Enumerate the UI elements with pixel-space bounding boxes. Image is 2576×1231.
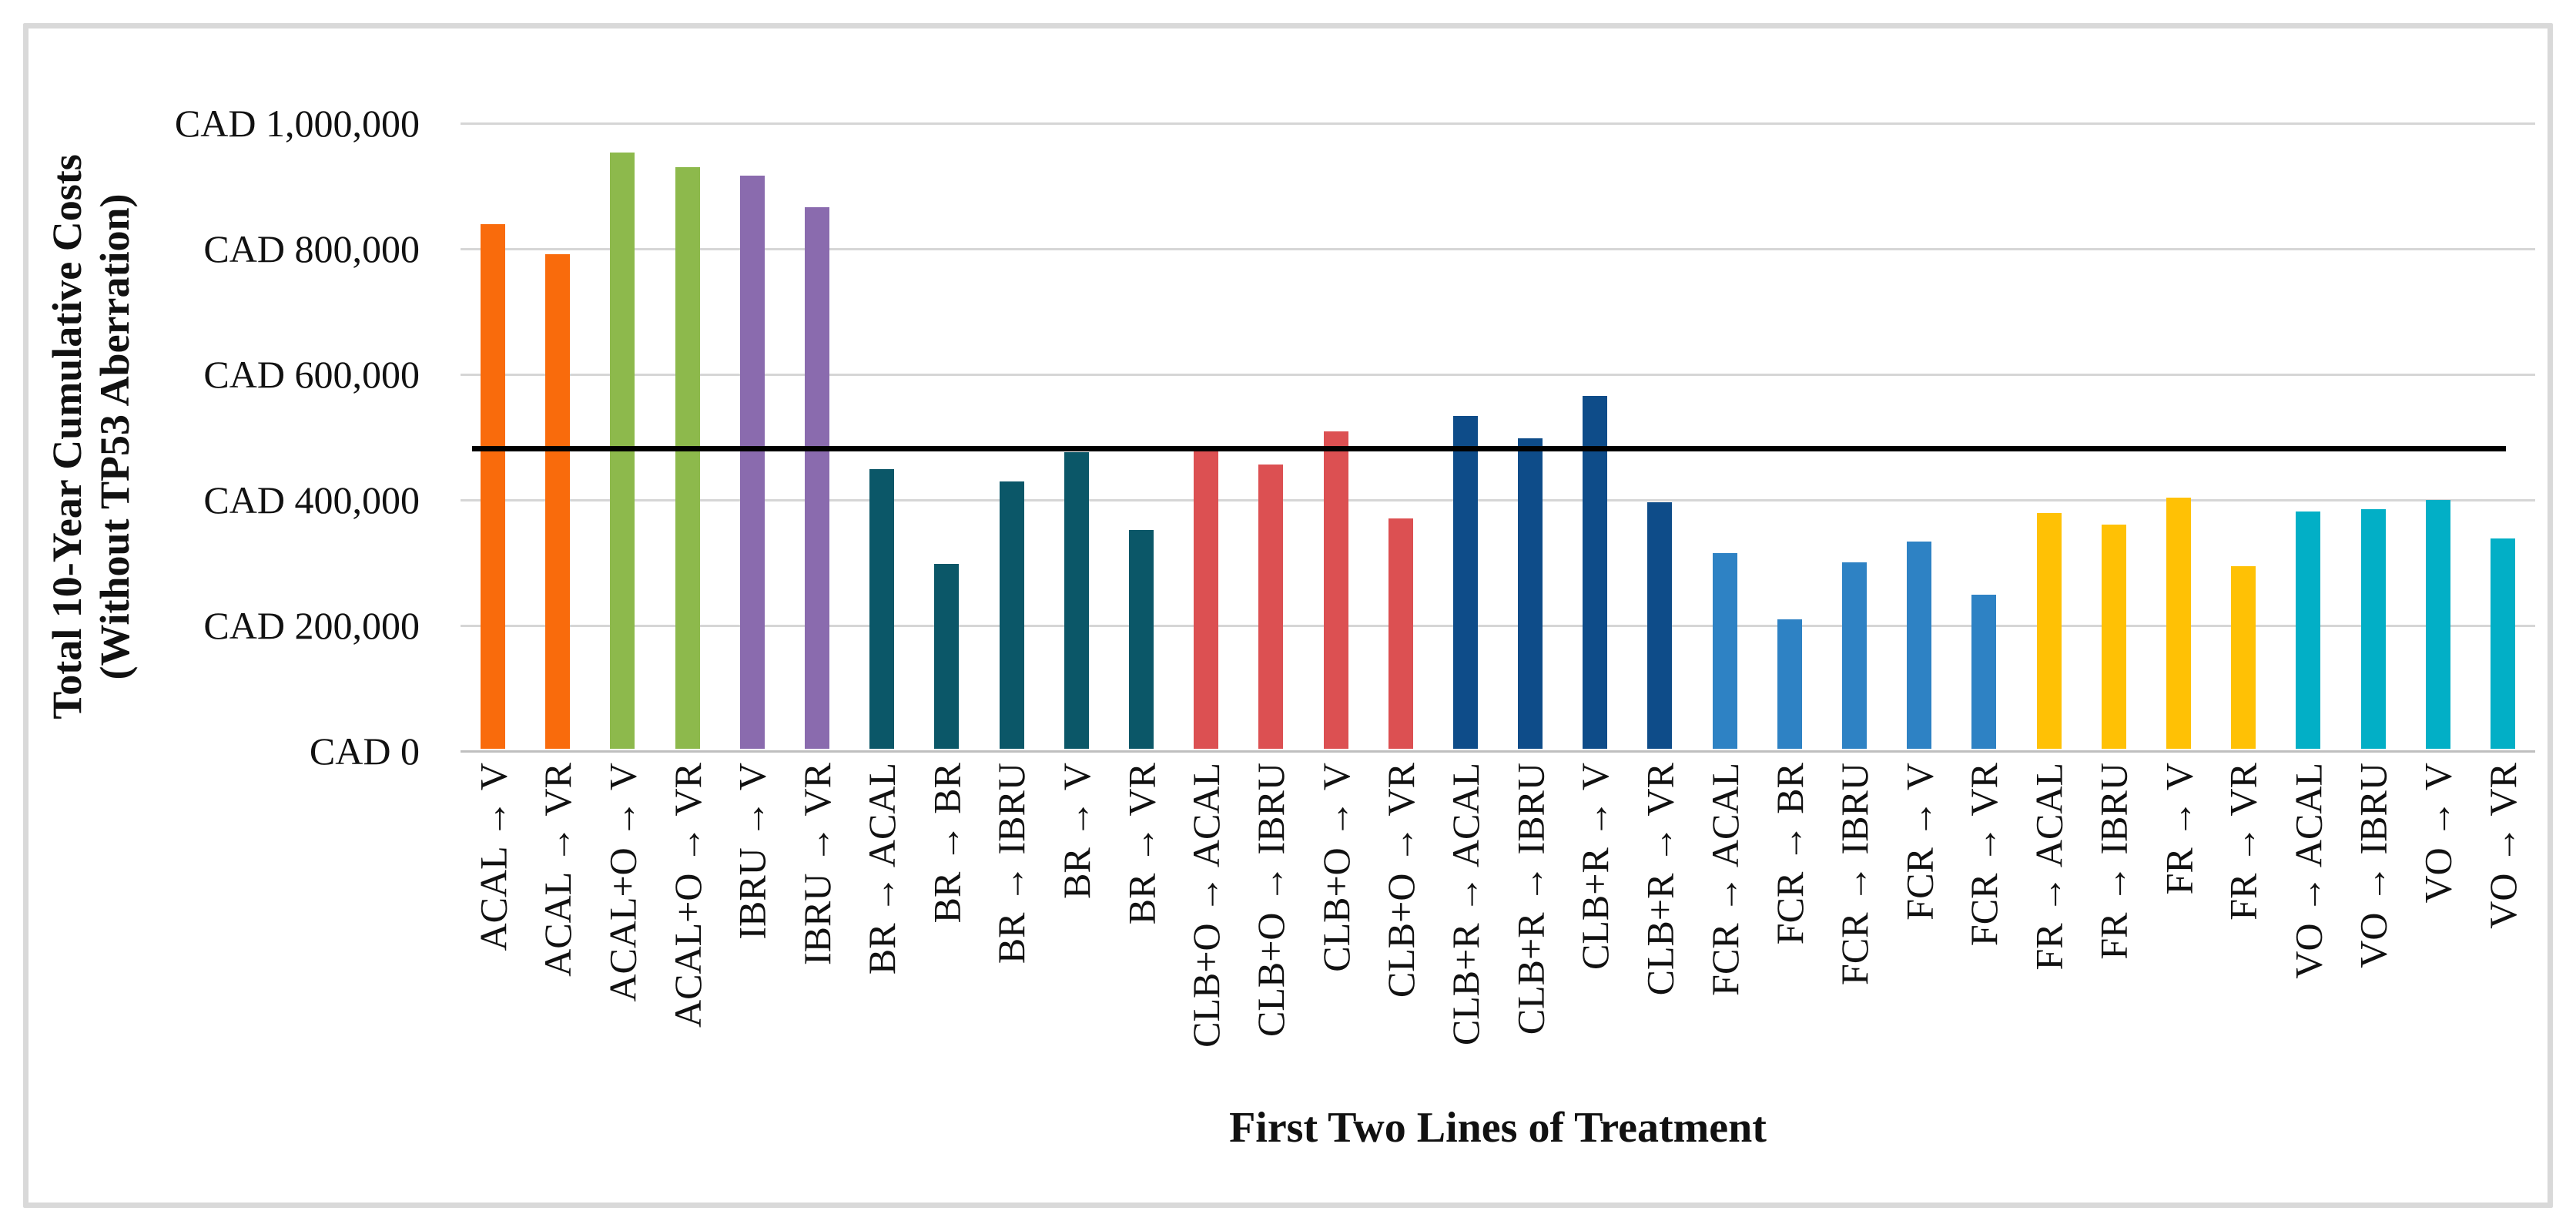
bar bbox=[2425, 500, 2450, 749]
bar bbox=[1583, 395, 1608, 749]
bar bbox=[2101, 525, 2126, 749]
bar bbox=[1323, 431, 1348, 749]
bar bbox=[1907, 542, 1932, 749]
category-label: VO → V bbox=[2416, 763, 2460, 904]
gridline bbox=[461, 625, 2535, 627]
bar bbox=[934, 563, 960, 749]
category-label: CLB+O → IBRU bbox=[1249, 763, 1293, 1038]
bar bbox=[1971, 594, 1997, 749]
bar bbox=[1712, 552, 1737, 749]
category-label: ACAL → V bbox=[471, 763, 515, 951]
category-label: BR → ACAL bbox=[860, 763, 904, 975]
plot-area bbox=[461, 122, 2535, 753]
figure-border bbox=[23, 23, 2553, 1208]
bar bbox=[1258, 464, 1284, 749]
category-label: FCR → ACAL bbox=[1703, 763, 1747, 996]
bar bbox=[675, 167, 700, 749]
category-label: FCR → VR bbox=[1962, 763, 2006, 947]
category-label: VO → VR bbox=[2481, 763, 2524, 929]
category-label: CLB+O → VR bbox=[1378, 763, 1422, 998]
bar bbox=[2036, 513, 2062, 749]
x-axis-category-labels: ACAL → V ACAL → VR ACAL+O → V ACAL+O → VR IB… bbox=[461, 763, 2535, 1102]
bar bbox=[739, 175, 765, 749]
category-label: FCR → IBRU bbox=[1833, 763, 1877, 985]
category-label: VO → ACAL bbox=[2286, 763, 2330, 979]
x-axis-line bbox=[461, 750, 2535, 753]
category-label: VO → IBRU bbox=[2351, 763, 2395, 968]
y-tick-label: CAD 200,000 bbox=[203, 604, 420, 647]
category-label: IBRU → V bbox=[730, 763, 774, 940]
category-label: CLB+R → VR bbox=[1638, 763, 1682, 996]
category-label: FR → V bbox=[2156, 763, 2200, 895]
category-label: CLB+O → ACAL bbox=[1184, 763, 1228, 1048]
category-label: BR → BR bbox=[925, 763, 969, 924]
gridline bbox=[461, 499, 2535, 501]
category-label: CLB+R → IBRU bbox=[1509, 763, 1553, 1035]
y-tick-label: CAD 400,000 bbox=[203, 478, 420, 522]
bar bbox=[1128, 530, 1154, 749]
category-label: FCR → BR bbox=[1767, 763, 1811, 945]
category-label: ACAL → VR bbox=[536, 763, 580, 977]
category-label: FCR → V bbox=[1898, 763, 1941, 921]
category-label: IBRU → VR bbox=[796, 763, 839, 966]
bar bbox=[1452, 416, 1478, 749]
category-label: CLB+R → ACAL bbox=[1443, 763, 1487, 1046]
bar bbox=[1194, 447, 1219, 749]
bar bbox=[2231, 565, 2256, 749]
gridline bbox=[461, 374, 2535, 376]
category-label: FR → IBRU bbox=[2092, 763, 2136, 960]
category-label: CLB+R → V bbox=[1573, 763, 1617, 970]
y-tick-label: CAD 0 bbox=[309, 730, 420, 773]
category-label: FR → ACAL bbox=[2027, 763, 2071, 971]
category-label: BR → VR bbox=[1119, 763, 1163, 925]
category-label: ACAL+O → VR bbox=[665, 763, 709, 1028]
bar bbox=[481, 224, 506, 749]
bar bbox=[2490, 538, 2515, 749]
gridline bbox=[461, 248, 2535, 250]
reference-line bbox=[472, 446, 2506, 452]
bar bbox=[1388, 518, 1413, 749]
bar bbox=[1518, 438, 1543, 749]
category-label: CLB+O → V bbox=[1314, 763, 1358, 972]
bar bbox=[805, 207, 830, 749]
category-label: BR → IBRU bbox=[990, 763, 1033, 964]
bar bbox=[999, 481, 1024, 749]
bar bbox=[2296, 511, 2321, 749]
bar bbox=[1842, 562, 1868, 749]
bar bbox=[2360, 508, 2386, 749]
gridline bbox=[461, 122, 2535, 125]
y-tick-label: CAD 800,000 bbox=[203, 227, 420, 270]
bar bbox=[545, 253, 571, 749]
bar bbox=[2166, 498, 2191, 749]
x-axis-title: First Two Lines of Treatment bbox=[1229, 1104, 1767, 1152]
bar bbox=[1647, 501, 1673, 749]
bar bbox=[1064, 451, 1089, 749]
y-tick-label: CAD 600,000 bbox=[203, 353, 420, 396]
category-label: FR → VR bbox=[2222, 763, 2266, 921]
bar bbox=[869, 469, 895, 749]
bar bbox=[1777, 619, 1802, 749]
category-label: ACAL+O → V bbox=[601, 763, 645, 1002]
category-label: BR → V bbox=[1054, 763, 1098, 899]
y-tick-label: CAD 1,000,000 bbox=[174, 102, 420, 145]
